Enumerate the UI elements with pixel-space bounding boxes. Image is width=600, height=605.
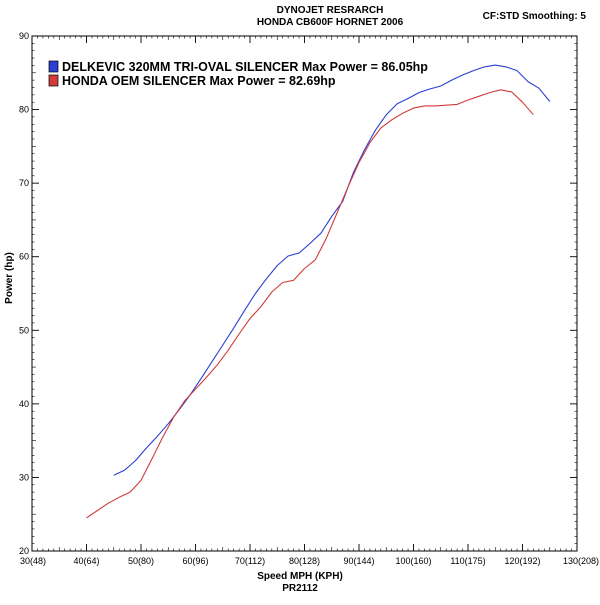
x-minor-ticks [37,36,572,551]
legend-label-oem: HONDA OEM SILENCER Max Power = 82.69hp [62,74,336,88]
y-tick-label: 20 [19,546,29,556]
y-tick-label: 50 [19,325,29,335]
legend-label-delkevic: DELKEVIC 320MM TRI-OVAL SILENCER Max Pow… [62,60,428,74]
y-axis-label: Power (hp) [4,252,15,304]
x-tick-label: 110(175) [450,556,485,566]
x-tick-label: 90(144) [343,556,374,566]
x-tick-label: 100(160) [395,556,431,566]
chart-title-line1: DYNOJET RESRARCH [277,5,384,16]
plot-frame [31,35,578,552]
legend-swatch-oem [48,74,59,87]
x-tick-label: 60(96) [182,556,208,566]
series-lines [86,64,551,519]
x-tick-label: 30(48) [20,556,46,566]
legend: DELKEVIC 320MM TRI-OVAL SILENCER Max Pow… [48,60,428,88]
y-tick-label: 30 [19,472,29,482]
series-line-oem [86,89,534,519]
legend-swatch-delkevic [48,60,59,73]
y-tick-label: 60 [19,252,29,262]
y-axis-ticks: 20 30 40 50 60 70 80 90 [19,31,577,556]
series-line-delkevic [113,64,551,476]
y-tick-label: 70 [19,178,29,188]
y-tick-label: 80 [19,105,29,115]
y-tick-label: 90 [19,31,29,41]
x-tick-label: 50(80) [128,556,154,566]
cf-smoothing-info: CF:STD Smoothing: 5 [483,11,587,22]
chart-title-line2: HONDA CB600F HORNET 2006 [257,17,404,28]
y-tick-label: 40 [19,399,29,409]
x-axis-sublabel: PR2112 [282,583,318,594]
x-tick-label: 120(192) [504,556,540,566]
y-minor-ticks [32,43,577,544]
x-axis-label: Speed MPH (KPH) [257,571,343,582]
x-tick-label: 40(64) [73,556,99,566]
x-tick-label: 80(128) [289,556,320,566]
x-tick-label: 70(112) [235,556,265,566]
x-axis-ticks: 30(48) 40(64) 50(80) 60(96) 70(112) 80(128) 90… [20,36,599,566]
x-tick-label: 130(208) [563,556,599,566]
